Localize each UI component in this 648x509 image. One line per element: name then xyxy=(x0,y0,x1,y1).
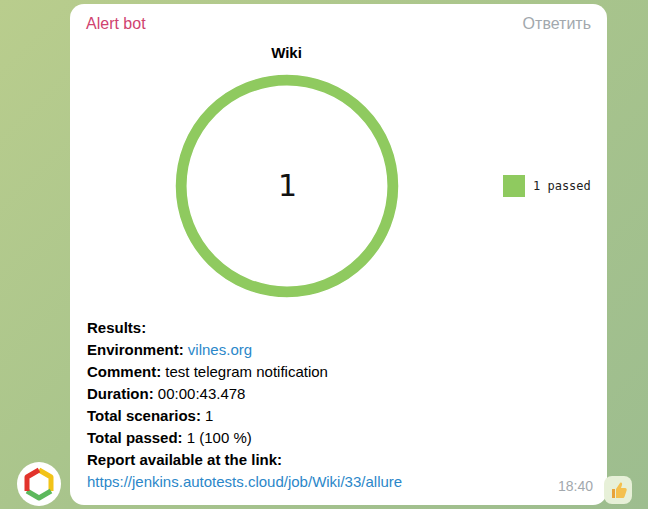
html-text:Report available at the link:: Report available at the link: xyxy=(87,451,283,468)
html-text:Alert bot: Alert bot xyxy=(86,15,146,32)
html-text:Ответить: Ответить xyxy=(522,15,591,32)
html-text:Total passed: 1 (100 %): Total passed: 1 (100 %) xyxy=(87,429,252,446)
html-text:https://jenkins.autotests.clou: https://jenkins.autotests.cloud/job/Wiki… xyxy=(87,473,403,490)
html-text:Duration: 00:00:43.478: Duration: 00:00:43.478 xyxy=(87,385,246,402)
html-text:Total scenarios: 1: Total scenarios: 1 xyxy=(87,407,214,424)
html-text:Comment: test telegram notific: Comment: test telegram notification xyxy=(87,363,328,380)
html-text:Wiki: Wiki xyxy=(271,44,302,61)
html-text:18:40: 18:40 xyxy=(558,478,593,494)
html-text:Results:: Results: xyxy=(87,319,147,336)
html-text:1 passed: 1 passed xyxy=(533,179,591,193)
html-text:Environment: vilnes.org: Environment: vilnes.org xyxy=(87,341,253,358)
svg-text:1: 1 xyxy=(278,168,297,203)
